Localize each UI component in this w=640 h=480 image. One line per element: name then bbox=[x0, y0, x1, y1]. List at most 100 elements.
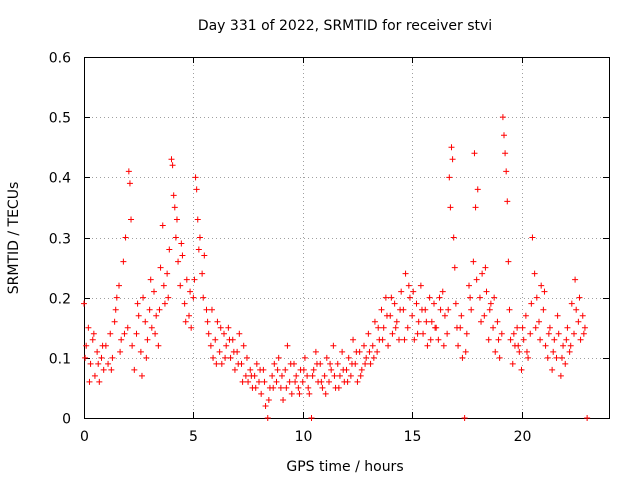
data-point bbox=[195, 246, 202, 253]
data-point bbox=[283, 384, 290, 391]
data-point bbox=[344, 378, 351, 385]
data-point bbox=[118, 336, 125, 343]
data-point bbox=[201, 252, 208, 259]
data-point bbox=[196, 234, 203, 241]
data-point bbox=[468, 306, 475, 313]
data-point bbox=[269, 372, 276, 379]
data-point bbox=[252, 384, 259, 391]
data-point bbox=[328, 366, 335, 373]
data-point bbox=[470, 258, 477, 265]
data-point bbox=[309, 372, 316, 379]
data-point bbox=[391, 300, 398, 307]
data-point bbox=[308, 415, 315, 421]
data-point bbox=[165, 294, 172, 301]
data-point bbox=[173, 216, 180, 223]
data-point bbox=[179, 252, 186, 259]
y-tick-label: 0.5 bbox=[49, 111, 71, 127]
data-point bbox=[299, 378, 306, 385]
data-point bbox=[242, 372, 249, 379]
y-axis-label: SRMTID / TECUs bbox=[6, 182, 22, 295]
data-point bbox=[111, 318, 118, 325]
data-point bbox=[288, 390, 295, 397]
data-point bbox=[186, 312, 192, 319]
data-point bbox=[357, 372, 364, 379]
data-point bbox=[426, 294, 433, 301]
data-point bbox=[540, 306, 547, 313]
data-point bbox=[143, 354, 150, 361]
data-point bbox=[576, 294, 583, 301]
data-point bbox=[318, 378, 325, 385]
data-point bbox=[453, 324, 460, 331]
data-point bbox=[392, 324, 399, 331]
data-point bbox=[375, 324, 382, 331]
data-point bbox=[509, 360, 516, 367]
data-point bbox=[258, 390, 265, 397]
data-point bbox=[170, 192, 177, 199]
data-point bbox=[494, 318, 501, 325]
data-point bbox=[193, 186, 200, 193]
data-point bbox=[248, 372, 255, 379]
data-point bbox=[402, 270, 409, 277]
data-point bbox=[194, 216, 201, 223]
data-point bbox=[235, 360, 242, 367]
data-point bbox=[243, 354, 250, 361]
data-point bbox=[91, 372, 98, 379]
data-point bbox=[164, 270, 171, 277]
data-point bbox=[566, 348, 573, 355]
data-point bbox=[273, 378, 280, 385]
data-point bbox=[383, 312, 390, 319]
data-point bbox=[116, 282, 122, 289]
data-point bbox=[350, 336, 357, 343]
data-point bbox=[182, 318, 189, 325]
data-point bbox=[160, 282, 167, 289]
data-point bbox=[562, 360, 569, 367]
data-point bbox=[120, 258, 127, 265]
data-point bbox=[531, 270, 538, 277]
data-point bbox=[296, 390, 303, 397]
data-point bbox=[378, 306, 385, 313]
data-point bbox=[113, 294, 120, 301]
data-point bbox=[370, 354, 377, 361]
data-point bbox=[100, 366, 107, 373]
data-point bbox=[358, 366, 365, 373]
data-point bbox=[546, 324, 553, 331]
data-point bbox=[393, 318, 400, 325]
data-point bbox=[134, 300, 141, 307]
data-point bbox=[83, 342, 90, 349]
y-tick-label: 0.3 bbox=[49, 232, 71, 248]
data-point bbox=[305, 384, 312, 391]
data-point bbox=[335, 384, 342, 391]
data-point bbox=[577, 336, 584, 343]
data-point bbox=[109, 354, 116, 361]
data-point bbox=[558, 354, 565, 361]
y-tick-label: 0.2 bbox=[49, 292, 71, 308]
data-point bbox=[226, 336, 233, 343]
data-point bbox=[151, 288, 157, 295]
data-point bbox=[112, 306, 119, 313]
data-point bbox=[518, 366, 525, 373]
data-point bbox=[85, 324, 92, 331]
data-point bbox=[230, 348, 237, 355]
data-point bbox=[536, 318, 542, 325]
data-point bbox=[363, 354, 370, 361]
data-point bbox=[144, 336, 151, 343]
data-point bbox=[385, 342, 392, 349]
data-point bbox=[168, 156, 175, 163]
data-point bbox=[537, 336, 544, 343]
data-point bbox=[532, 324, 539, 331]
data-point bbox=[431, 300, 437, 307]
data-point bbox=[401, 336, 408, 343]
data-point bbox=[152, 330, 159, 337]
data-point bbox=[216, 348, 223, 355]
data-point bbox=[371, 318, 378, 325]
data-point bbox=[306, 390, 313, 397]
data-point bbox=[135, 312, 142, 319]
x-tick-label: 0 bbox=[80, 429, 89, 445]
data-point bbox=[369, 342, 376, 349]
data-point bbox=[81, 300, 87, 307]
data-point bbox=[424, 342, 431, 349]
data-point bbox=[445, 306, 452, 313]
y-tick-label: 0.4 bbox=[49, 171, 71, 187]
data-point bbox=[353, 348, 360, 355]
data-point bbox=[270, 384, 277, 391]
